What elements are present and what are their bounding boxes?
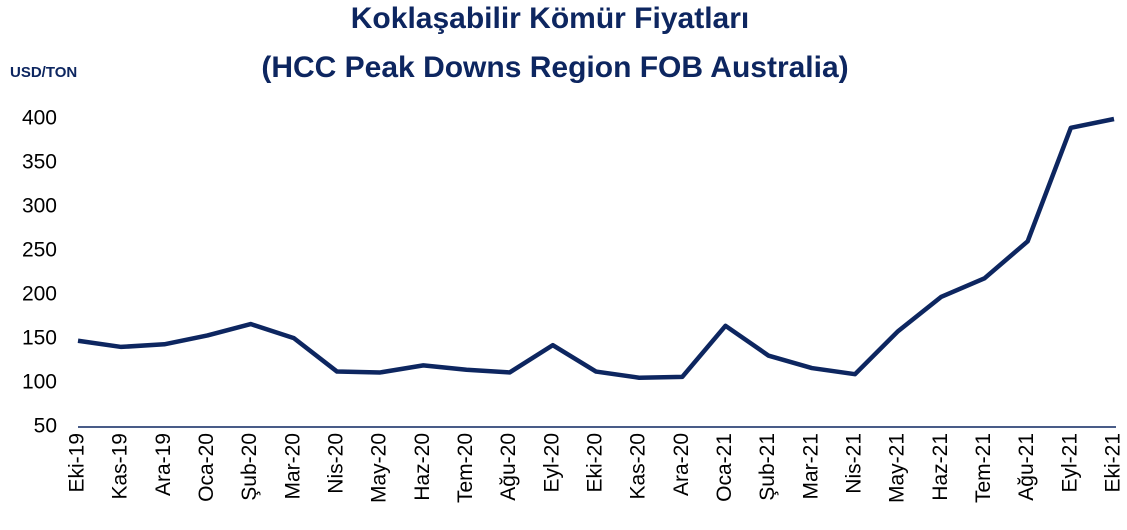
x-tick-label: Mar-20 [281, 433, 304, 500]
x-tick-label: Eki-20 [584, 433, 607, 493]
x-tick-label: May-21 [886, 433, 909, 503]
x-tick-label: Tem-21 [972, 433, 995, 503]
y-tick-label: 300 [22, 195, 57, 218]
y-tick-label: 150 [22, 327, 57, 350]
y-axis-label: USD/TON [10, 64, 77, 81]
chart-title: (HCC Peak Downs Region FOB Australia) [261, 51, 848, 84]
x-tick-label: Kas-19 [109, 433, 132, 500]
x-tick-label: Şub-20 [238, 433, 261, 501]
x-tick-label: Mar-21 [799, 433, 822, 500]
y-tick-label: 350 [22, 151, 57, 174]
x-tick-label: Kas-20 [627, 433, 650, 500]
x-tick-label: Oca-20 [195, 433, 218, 502]
x-tick-label: Eyl-21 [1058, 433, 1081, 493]
y-tick-label: 200 [22, 283, 57, 306]
x-tick-label: Haz-21 [929, 433, 952, 501]
x-tick-label: May-20 [368, 433, 391, 503]
x-tick-label: Ara-20 [670, 433, 693, 496]
x-tick-label: Tem-20 [454, 433, 477, 503]
x-tick-label: Nis-20 [325, 433, 348, 494]
y-tick-label: 400 [22, 107, 57, 130]
x-tick-label: Nis-21 [843, 433, 866, 494]
x-tick-label: Eyl-20 [540, 433, 563, 493]
x-tick-label: Ağu-20 [497, 433, 520, 501]
x-tick-label: Haz-20 [411, 433, 434, 501]
x-tick-label: Şub-21 [756, 433, 779, 501]
line-series [77, 116, 1115, 380]
x-tick-label: Eki-21 [1102, 433, 1125, 493]
y-tick-label: 50 [34, 415, 57, 438]
x-tick-label: Ara-19 [152, 433, 175, 496]
chart-title: Koklaşabilir Kömür Fiyatları [351, 2, 749, 35]
y-tick-label: 250 [22, 239, 57, 262]
x-tick-label: Ağu-21 [1015, 433, 1038, 501]
y-tick-label: 100 [22, 371, 57, 394]
x-tick-label: Oca-21 [713, 433, 736, 502]
x-tick-label: Eki-19 [66, 433, 89, 493]
